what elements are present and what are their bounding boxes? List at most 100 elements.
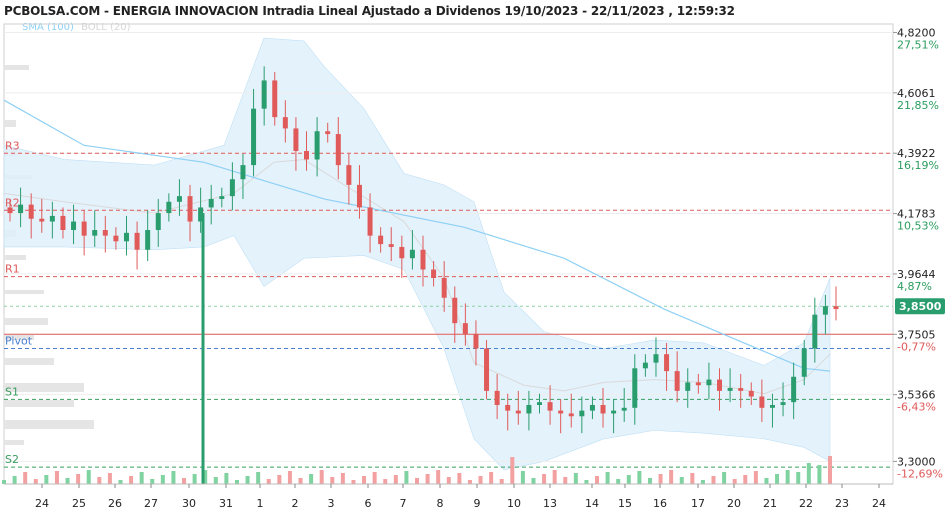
- candle-body: [452, 297, 458, 324]
- volume-bar: [510, 457, 515, 484]
- volume-bar: [287, 471, 292, 484]
- volume-bar: [256, 472, 261, 484]
- candle-body: [240, 165, 246, 180]
- volume-profile-bar: [4, 120, 16, 127]
- candle-body: [801, 348, 807, 377]
- volume-profile-bar: [4, 383, 84, 392]
- candle-body: [515, 410, 521, 414]
- volume-bar: [86, 470, 91, 484]
- volume-bar: [425, 474, 430, 484]
- volume-bar: [573, 473, 578, 484]
- candle-body: [685, 382, 691, 391]
- candle-body: [219, 196, 225, 199]
- candle-body: [367, 207, 373, 236]
- candle-body: [208, 198, 214, 208]
- volume-bar: [616, 479, 621, 484]
- candle-body: [738, 388, 744, 391]
- volume-bar: [372, 472, 377, 484]
- volume-bar: [711, 476, 716, 484]
- candle-body: [409, 249, 415, 259]
- candle-body: [611, 410, 617, 414]
- volume-bar: [160, 475, 165, 484]
- volume-profile-bar: [4, 255, 26, 260]
- candle-body: [314, 131, 320, 160]
- volume-bar: [637, 471, 642, 484]
- volume-profile-bar: [4, 65, 29, 70]
- volume-bar: [467, 480, 472, 484]
- x-tick-label: 20: [727, 497, 741, 510]
- x-tick-label: 2: [292, 497, 299, 510]
- pct-label: 16,19%: [897, 159, 939, 172]
- volume-bar: [330, 477, 335, 484]
- level-label-s2: S2: [5, 453, 19, 466]
- x-tick-label: 25: [72, 497, 86, 510]
- volume-bar: [171, 471, 176, 484]
- volume-bar: [76, 474, 81, 484]
- legend-sma: SMA (100): [22, 22, 74, 33]
- x-tick-label: 26: [108, 497, 122, 510]
- pct-label: 4,87%: [897, 280, 932, 293]
- candle-body: [378, 235, 384, 245]
- volume-bar: [478, 476, 483, 484]
- volume-bar: [340, 473, 345, 484]
- candle-body: [198, 207, 204, 222]
- volume-bar: [753, 471, 758, 484]
- volume-bar: [552, 470, 557, 484]
- volume-bar: [107, 473, 112, 484]
- candle-body: [7, 207, 13, 214]
- x-tick-label: 3: [328, 497, 335, 510]
- volume-bar: [23, 472, 28, 484]
- candle-body: [28, 204, 34, 219]
- x-tick-label: 23: [835, 497, 849, 510]
- price-label: 3,5366: [897, 389, 936, 402]
- volume-bar: [436, 470, 441, 484]
- volume-profile-bar: [4, 400, 74, 407]
- volume-bar: [234, 480, 239, 484]
- legend-boll: BOLL (20): [81, 22, 131, 33]
- candle-body: [780, 402, 786, 405]
- pct-label: -0,77%: [897, 340, 936, 353]
- candle-body: [92, 230, 98, 236]
- price-label: 4,1783: [897, 208, 936, 221]
- x-tick-label: 15: [618, 497, 632, 510]
- candle-body: [388, 244, 394, 247]
- volume-bar: [97, 477, 102, 484]
- candle-body: [717, 379, 723, 391]
- volume-bar: [129, 476, 134, 484]
- x-tick-label: 13: [543, 497, 557, 510]
- candle-body: [155, 213, 161, 231]
- pct-label: 10,53%: [897, 220, 939, 233]
- price-label: 3,9644: [897, 268, 936, 281]
- candle-body: [547, 402, 553, 411]
- candle-body: [568, 413, 574, 417]
- candle-body: [748, 390, 754, 397]
- candle-body: [632, 368, 638, 408]
- x-tick-label: 24: [872, 497, 886, 510]
- candle-body: [653, 354, 659, 363]
- volume-profile-bar: [4, 318, 48, 325]
- volume-bar: [362, 476, 367, 484]
- volume-bar: [489, 472, 494, 484]
- volume-bar: [150, 479, 155, 484]
- sma-line: [3, 99, 831, 372]
- x-tick-label: 1: [257, 497, 264, 510]
- x-tick-label: 30: [182, 497, 196, 510]
- candle-body: [187, 196, 193, 222]
- bollinger-band: [3, 37, 831, 471]
- candle-body: [335, 134, 341, 166]
- x-tick-label: 24: [35, 497, 49, 510]
- volume-bar: [192, 474, 197, 484]
- x-tick-label: 22: [799, 497, 813, 510]
- candle-body: [822, 306, 828, 315]
- candle-body: [176, 196, 182, 202]
- candle-body: [505, 404, 511, 411]
- level-label-r2: R2: [5, 196, 20, 209]
- volume-bar: [605, 472, 610, 484]
- price-label: 4,8200: [897, 26, 936, 39]
- volume-bar: [520, 471, 525, 484]
- price-label: 3,7505: [897, 328, 936, 341]
- volume-bar: [393, 475, 398, 484]
- x-tick-label: 14: [585, 497, 599, 510]
- volume-bar: [764, 478, 769, 484]
